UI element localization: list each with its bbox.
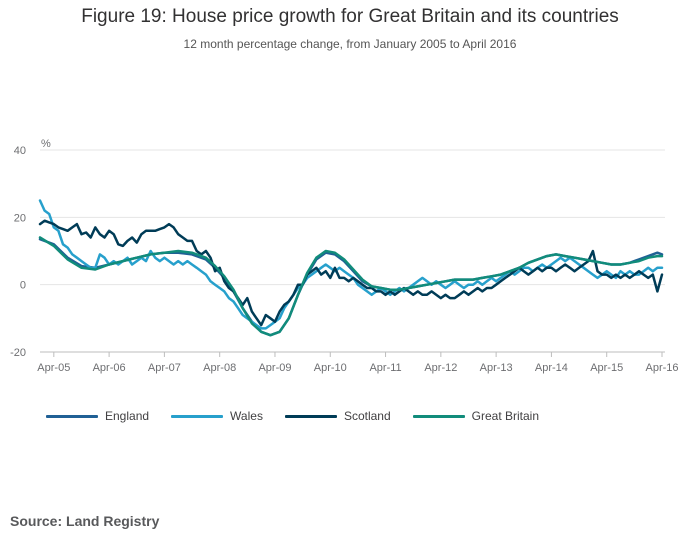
x-tick-label: Apr-11 bbox=[369, 362, 401, 374]
y-axis-unit-label: % bbox=[41, 138, 51, 150]
legend-label: Scotland bbox=[343, 409, 391, 423]
grid-lines bbox=[40, 149, 665, 353]
series-line-wales bbox=[38, 199, 664, 330]
legend: England Wales Scotland Great Britain bbox=[46, 409, 561, 423]
x-tick-label: Apr-16 bbox=[645, 362, 678, 374]
y-tick-label: -20 bbox=[10, 347, 26, 359]
x-tick-label: Apr-07 bbox=[148, 362, 181, 374]
chart-title: Figure 19: House price growth for Great … bbox=[81, 6, 619, 27]
x-tick-label: Apr-08 bbox=[203, 362, 236, 374]
series-line-england bbox=[38, 237, 664, 337]
legend-label: Great Britain bbox=[471, 409, 540, 423]
x-tick-label: Apr-06 bbox=[93, 362, 126, 374]
x-tick-label: Apr-15 bbox=[590, 362, 623, 374]
source-note: Source: Land Registry bbox=[10, 513, 160, 529]
legend-item-wales[interactable]: Wales bbox=[171, 409, 263, 423]
x-tick-label: Apr-10 bbox=[314, 362, 347, 374]
legend-label: England bbox=[105, 409, 150, 423]
series-lines bbox=[38, 199, 664, 337]
legend-swatch bbox=[412, 414, 465, 418]
x-axis: Apr-05 Apr-06 Apr-07 Apr-08 Apr-09 Apr-10 Apr-… bbox=[37, 352, 679, 374]
legend-item-scotland[interactable]: Scotland bbox=[284, 409, 391, 423]
legend-item-england[interactable]: England bbox=[46, 409, 149, 423]
x-tick-label: Apr-05 bbox=[37, 362, 70, 374]
legend-swatch bbox=[171, 414, 224, 418]
y-tick-label: 40 bbox=[14, 145, 26, 157]
y-axis: 40 20 0 -20% bbox=[10, 138, 51, 359]
legend-item-great-britain[interactable]: Great Britain bbox=[412, 409, 540, 423]
x-tick-label: Apr-09 bbox=[258, 362, 291, 374]
legend-swatch bbox=[46, 414, 98, 418]
x-tick-label: Apr-12 bbox=[424, 362, 457, 374]
x-tick-label: Apr-13 bbox=[480, 362, 513, 374]
series-line-scotland bbox=[38, 219, 664, 327]
series-line-great-britain bbox=[38, 236, 664, 337]
legend-label: Wales bbox=[230, 409, 263, 423]
y-tick-label: 20 bbox=[14, 212, 26, 224]
y-tick-label: 0 bbox=[20, 280, 26, 292]
x-tick-label: Apr-14 bbox=[535, 362, 568, 374]
legend-swatch bbox=[284, 414, 337, 418]
line-chart: 40 20 0 -20% Apr-05 Apr-06 Apr-07 Apr-08 Apr-09… bbox=[10, 138, 679, 374]
chart-subtitle: 12 month percentage change, from January… bbox=[183, 37, 517, 51]
